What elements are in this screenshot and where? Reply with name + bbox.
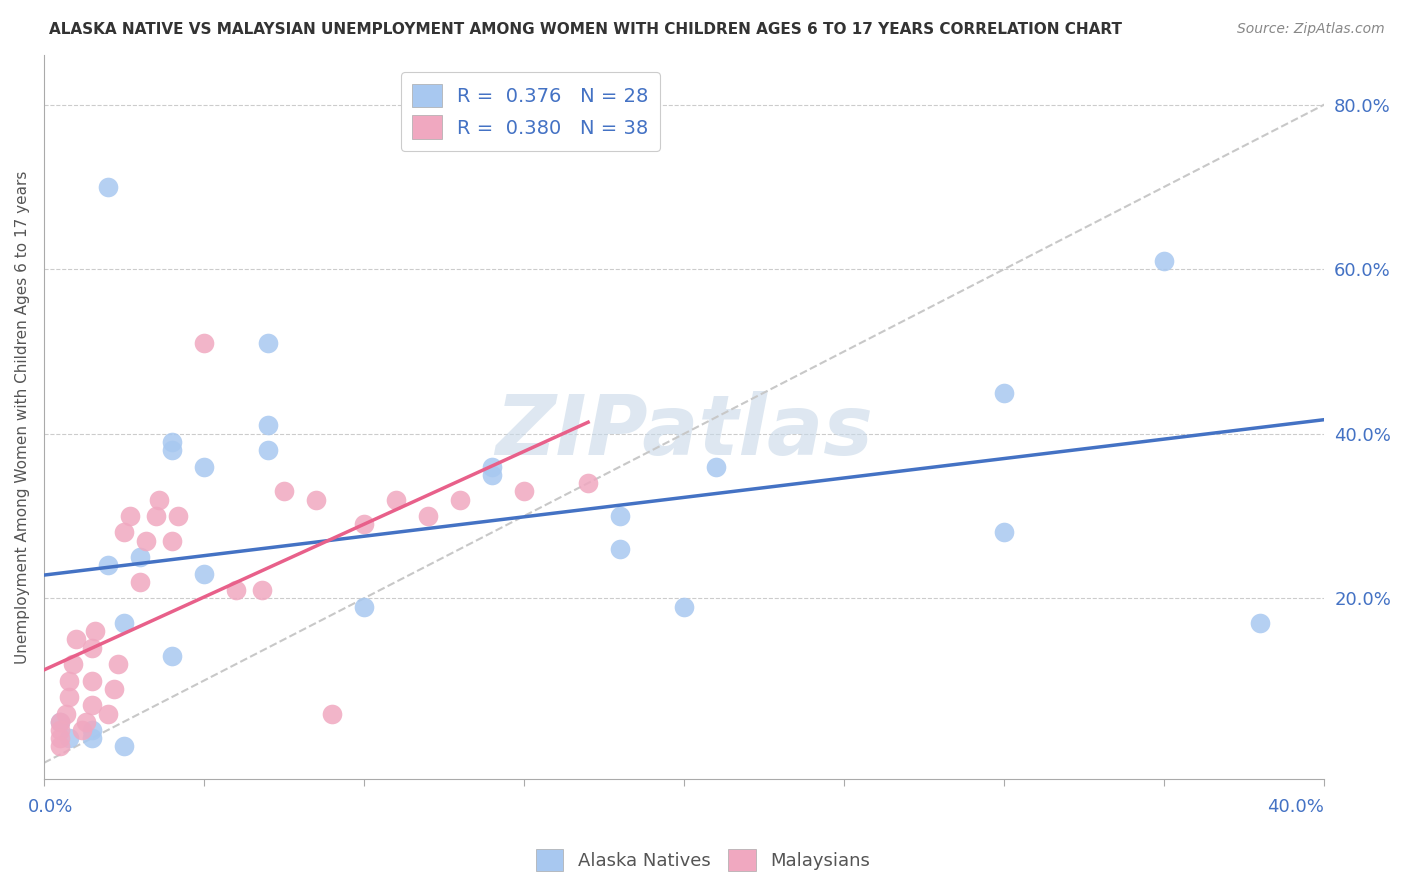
Point [257, 443, 280, 458]
Point [353, 517, 375, 532]
Point [257, 336, 280, 351]
Point [1249, 615, 1271, 630]
Point [193, 566, 215, 581]
Point [673, 599, 696, 614]
Legend: Alaska Natives, Malaysians: Alaska Natives, Malaysians [529, 842, 877, 879]
Point [80, 731, 103, 746]
Point [609, 541, 631, 556]
Point [481, 467, 503, 482]
Point [1153, 253, 1175, 268]
Point [225, 583, 247, 598]
Point [993, 385, 1015, 400]
Point [120, 508, 142, 523]
Point [416, 508, 439, 523]
Text: ZIPatlas: ZIPatlas [495, 392, 873, 472]
Point [167, 508, 190, 523]
Point [353, 599, 375, 614]
Point [84, 624, 107, 639]
Point [145, 508, 167, 523]
Point [72, 723, 94, 737]
Point [160, 434, 183, 449]
Point [65, 632, 87, 647]
Point [273, 484, 295, 499]
Point [129, 574, 152, 589]
Point [49, 714, 72, 729]
Point [576, 476, 599, 491]
Point [49, 723, 72, 737]
Point [58, 690, 80, 704]
Point [135, 533, 157, 548]
Point [449, 492, 471, 507]
Point [55, 706, 77, 721]
Point [160, 648, 183, 663]
Point [112, 739, 135, 754]
Text: Source: ZipAtlas.com: Source: ZipAtlas.com [1237, 22, 1385, 37]
Point [160, 443, 183, 458]
Point [305, 492, 328, 507]
Point [97, 179, 120, 194]
Point [257, 418, 280, 433]
Legend: R =  0.376   N = 28, R =  0.380   N = 38: R = 0.376 N = 28, R = 0.380 N = 38 [401, 72, 661, 151]
Point [80, 698, 103, 713]
Y-axis label: Unemployment Among Women with Children Ages 6 to 17 years: Unemployment Among Women with Children A… [15, 170, 30, 664]
Point [49, 714, 72, 729]
Point [129, 550, 152, 565]
Point [148, 492, 170, 507]
Point [112, 615, 135, 630]
Point [58, 731, 80, 746]
Point [58, 673, 80, 688]
Point [49, 731, 72, 746]
Point [107, 657, 129, 672]
Point [103, 681, 125, 696]
Point [97, 558, 120, 573]
Point [75, 714, 97, 729]
Point [80, 640, 103, 655]
Point [193, 336, 215, 351]
Point [250, 583, 273, 598]
Point [160, 533, 183, 548]
Point [193, 459, 215, 474]
Text: 40.0%: 40.0% [1268, 798, 1324, 816]
Point [80, 673, 103, 688]
Text: ALASKA NATIVE VS MALAYSIAN UNEMPLOYMENT AMONG WOMEN WITH CHILDREN AGES 6 TO 17 Y: ALASKA NATIVE VS MALAYSIAN UNEMPLOYMENT … [49, 22, 1122, 37]
Point [62, 657, 84, 672]
Point [112, 525, 135, 540]
Point [97, 706, 120, 721]
Point [481, 459, 503, 474]
Text: 0.0%: 0.0% [28, 798, 73, 816]
Point [513, 484, 536, 499]
Point [385, 492, 408, 507]
Point [609, 508, 631, 523]
Point [321, 706, 343, 721]
Point [80, 723, 103, 737]
Point [704, 459, 727, 474]
Point [993, 525, 1015, 540]
Point [49, 739, 72, 754]
